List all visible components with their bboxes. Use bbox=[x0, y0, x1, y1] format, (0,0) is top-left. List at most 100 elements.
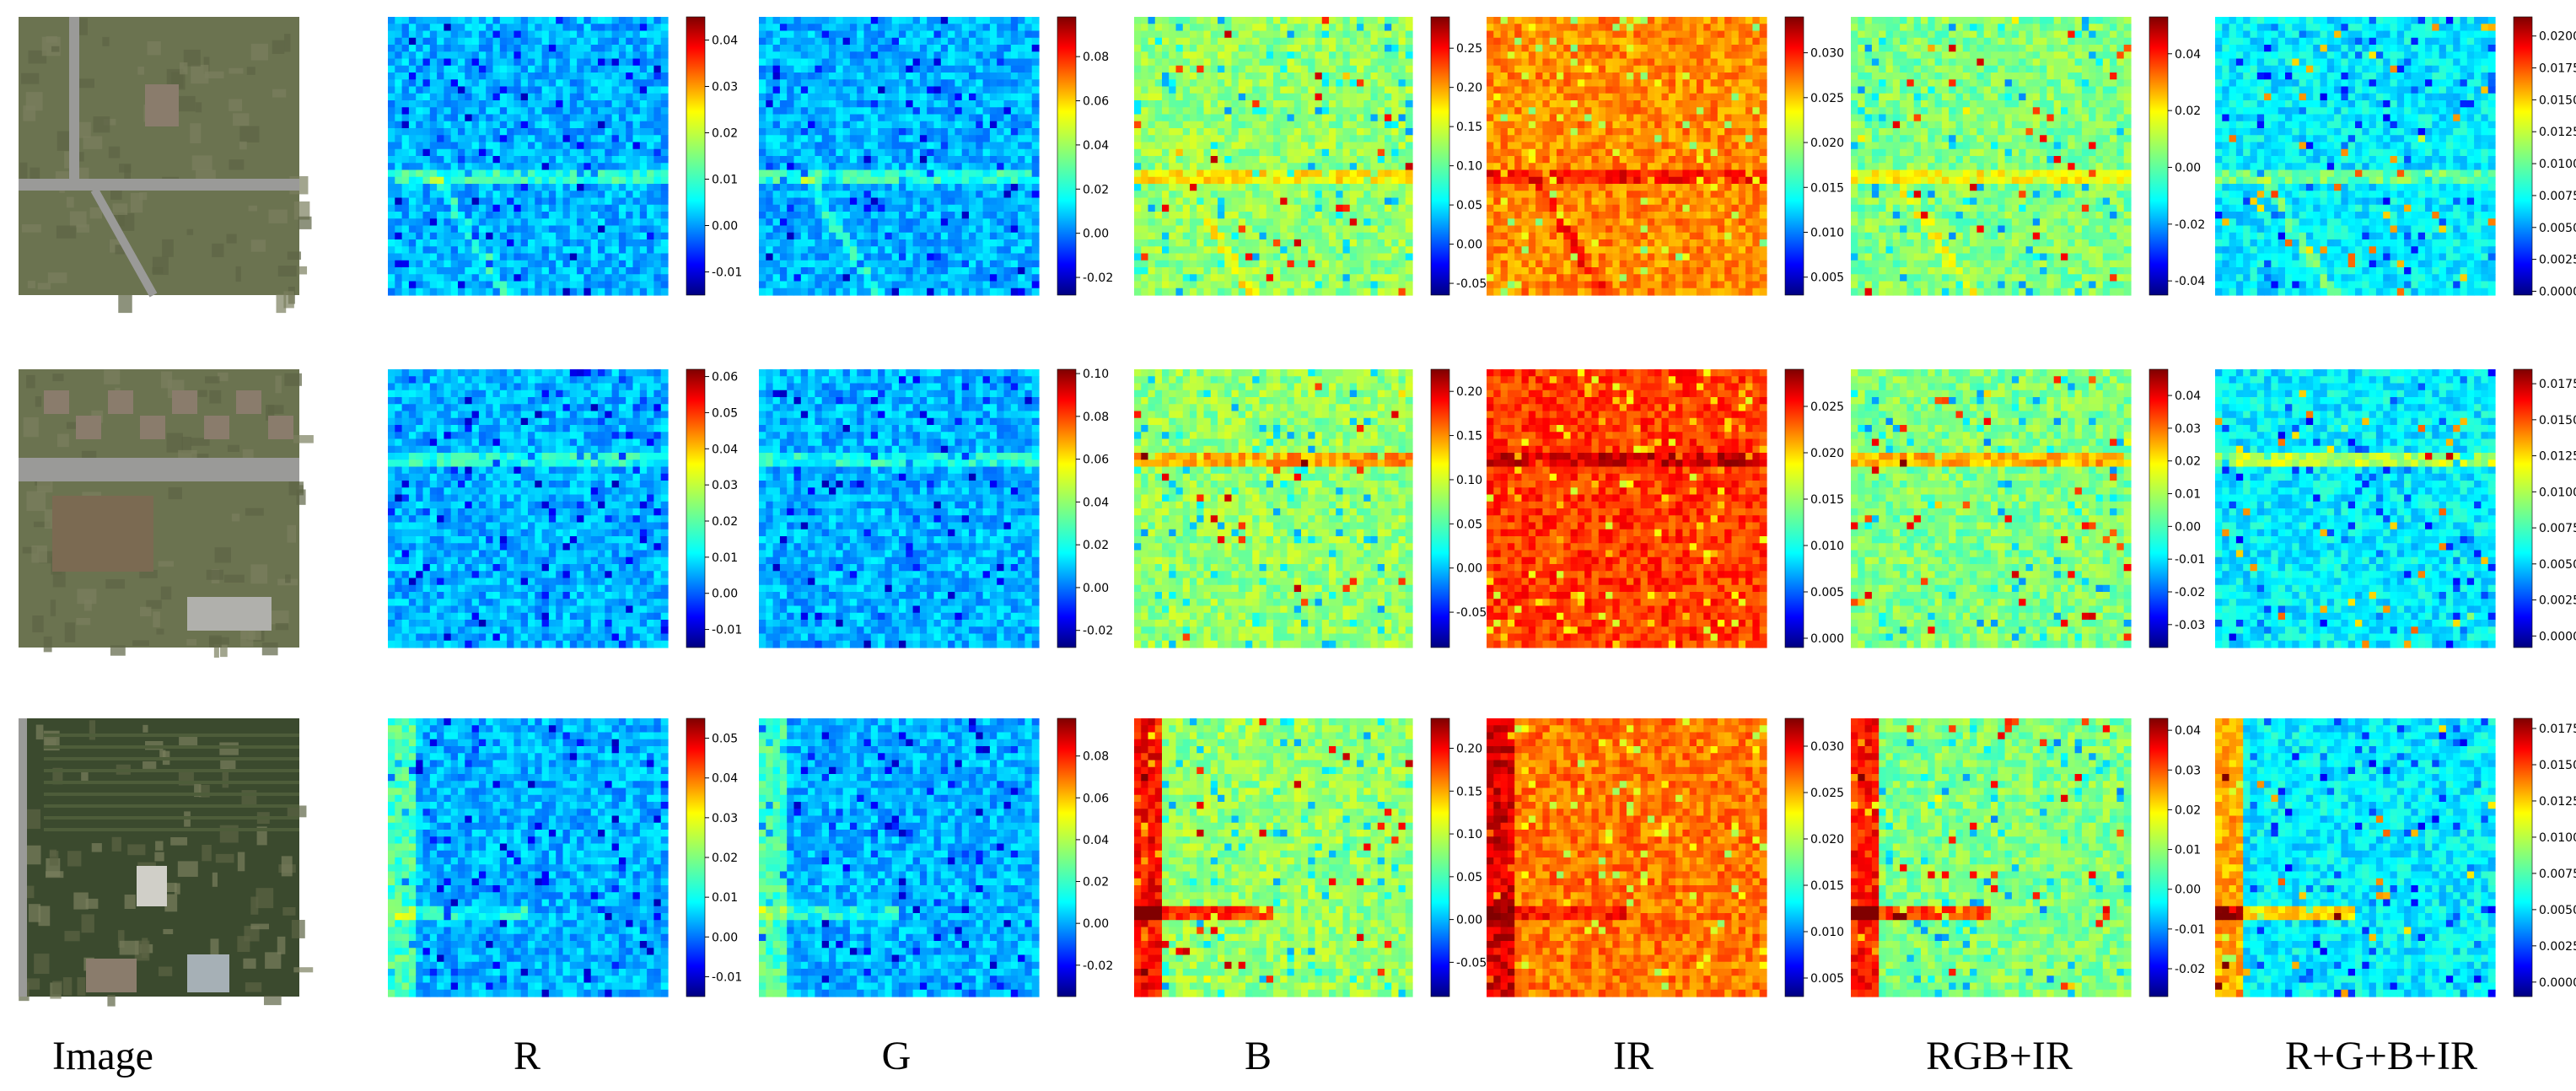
colorbar-ir-row2: 0.000 0.005 0.010 0.015 0.020 0.025 bbox=[1784, 368, 1844, 648]
colorbar-tick: 0.01 bbox=[705, 551, 738, 565]
colorbar-tick-label: 0.00 bbox=[712, 220, 738, 234]
colorbar-tick-label: -0.05 bbox=[1456, 606, 1487, 620]
colorbar-tick: 0.00 bbox=[1076, 582, 1109, 595]
colorbar-tick: 0.03 bbox=[705, 81, 738, 94]
colorbar-tick-label: 0.020 bbox=[1810, 137, 1844, 150]
colorbar-tick: 0.005 bbox=[1804, 271, 1844, 285]
colorbar-tick: 0.0075 bbox=[2532, 868, 2576, 881]
colorbar-tick: 0.0175 bbox=[2532, 378, 2576, 391]
colorbar-tick: 0.00 bbox=[705, 931, 738, 944]
colorbar-tick-label: 0.06 bbox=[1083, 792, 1109, 805]
colorbar-tick: 0.0175 bbox=[2532, 723, 2576, 736]
colorbar-tick: 0.15 bbox=[1449, 121, 1482, 134]
colorbar-tick-label: 0.04 bbox=[1083, 834, 1109, 847]
colorbar-tick: 0.0075 bbox=[2532, 522, 2576, 535]
colorbar-tick-label: 0.02 bbox=[2175, 803, 2201, 817]
colorbar-tick-label: 0.02 bbox=[1083, 876, 1109, 889]
colorbar-gradient bbox=[1057, 368, 1077, 648]
colorbar-tick: 0.05 bbox=[705, 733, 738, 746]
colorbar-gradient bbox=[1784, 717, 1804, 997]
colorbar-tick-label: 0.02 bbox=[2175, 105, 2201, 118]
colorbar-tick-label: 0.01 bbox=[712, 891, 738, 905]
colorbar-tick-label: 0.0125 bbox=[2539, 795, 2576, 809]
colorbar-tick: -0.01 bbox=[705, 266, 742, 280]
heatmap-r-g-b-ir-row1 bbox=[2215, 17, 2496, 296]
colorbar-tick-label: 0.00 bbox=[1456, 914, 1482, 927]
colorbar-tick: -0.03 bbox=[2168, 619, 2205, 632]
colorbar-tick: 0.20 bbox=[1449, 385, 1482, 399]
colorbar-gradient bbox=[2513, 368, 2533, 648]
colorbar-tick: 0.06 bbox=[1076, 95, 1109, 109]
colorbar-tick-label: -0.02 bbox=[1083, 625, 1113, 638]
colorbar-tick: -0.02 bbox=[1076, 271, 1113, 285]
colorbar-gradient bbox=[1057, 16, 1077, 296]
colorbar-tick: 0.00 bbox=[2168, 884, 2201, 897]
colorbar-ir-row1: 0.005 0.010 0.015 0.020 0.025 0.030 bbox=[1784, 16, 1844, 296]
colorbar-tick-label: 0.06 bbox=[712, 371, 738, 384]
colorbar-tick-label: 0.00 bbox=[2175, 884, 2201, 897]
colorbar-tick: 0.10 bbox=[1076, 368, 1109, 381]
colorbar-tick: -0.01 bbox=[2168, 923, 2205, 937]
photo-column bbox=[19, 17, 314, 1007]
colorbar-tick-label: -0.05 bbox=[1456, 277, 1487, 291]
colorbar-tick: 0.02 bbox=[705, 127, 738, 141]
colorbar-gradient bbox=[1430, 368, 1450, 648]
colorbar-tick: 0.04 bbox=[1076, 139, 1109, 153]
colorbar-tick: 0.020 bbox=[1804, 137, 1844, 150]
colorbar-tick-label: 0.00 bbox=[712, 588, 738, 601]
column-label: R+G+B+IR bbox=[2285, 1034, 2477, 1078]
colorbar-gradient bbox=[1784, 16, 1804, 296]
colorbar-tick-label: 0.00 bbox=[1083, 228, 1109, 241]
colorbar-tick-label: 0.0025 bbox=[2539, 594, 2576, 608]
colorbar-g-row1: -0.02 0.00 0.02 0.04 0.06 0.08 bbox=[1057, 16, 1113, 296]
colorbar-tick-label: 0.03 bbox=[712, 812, 738, 825]
heatmap-g-row3 bbox=[759, 718, 1040, 997]
colorbar-tick-label: 0.02 bbox=[1083, 183, 1109, 196]
colorbar-tick: 0.015 bbox=[1804, 181, 1844, 195]
colorbar-tick-label: 0.0025 bbox=[2539, 940, 2576, 954]
colorbar-tick-label: -0.02 bbox=[2175, 218, 2205, 232]
heatmap-r-row3 bbox=[388, 718, 669, 997]
heatmap-b-row1 bbox=[1134, 17, 1413, 296]
colorbar-tick-label: 0.05 bbox=[712, 406, 738, 420]
colorbar-tick-label: 0.0125 bbox=[2539, 450, 2576, 464]
colorbar-tick: 0.04 bbox=[1076, 496, 1109, 509]
colorbar-tick: 0.10 bbox=[1449, 160, 1482, 174]
colorbar-r-row1: -0.01 0.00 0.01 0.02 0.03 0.04 bbox=[686, 16, 742, 296]
colorbar-tick: 0.0025 bbox=[2532, 594, 2576, 608]
colorbar-tick: 0.05 bbox=[1449, 199, 1482, 212]
colorbar-tick-label: 0.02 bbox=[712, 127, 738, 141]
aerial-photo-row1 bbox=[19, 17, 312, 314]
colorbar-tick: 0.20 bbox=[1449, 743, 1482, 756]
colorbar-tick-label: 0.02 bbox=[712, 515, 738, 529]
colorbar-gradient bbox=[1430, 717, 1450, 997]
colorbar-gradient bbox=[686, 16, 706, 296]
colorbar-tick: 0.10 bbox=[1449, 828, 1482, 841]
colorbar-tick-label: 0.04 bbox=[712, 443, 738, 456]
column-label: B bbox=[1245, 1034, 1272, 1078]
colorbar-r-row2: -0.01 0.00 0.01 0.02 0.03 0.04 0.05 0.06 bbox=[686, 368, 742, 648]
colorbar-ir-row3: 0.005 0.010 0.015 0.020 0.025 0.030 bbox=[1784, 717, 1844, 997]
colorbar-tick: 0.015 bbox=[1804, 493, 1844, 507]
colorbar-tick: 0.00 bbox=[2168, 520, 2201, 534]
colorbar-tick-label: -0.04 bbox=[2175, 275, 2205, 288]
colorbar-tick-label: 0.03 bbox=[2175, 764, 2201, 777]
colorbar-tick: 0.05 bbox=[705, 406, 738, 420]
colorbar-tick-label: 0.025 bbox=[1810, 787, 1844, 800]
colorbar-tick: 0.00 bbox=[1449, 239, 1482, 252]
colorbar-tick: 0.00 bbox=[1449, 914, 1482, 927]
colorbar-g-row3: -0.02 0.00 0.02 0.04 0.06 0.08 bbox=[1057, 717, 1113, 997]
heatmap-b-row2 bbox=[1134, 369, 1413, 648]
colorbar-tick: -0.05 bbox=[1449, 277, 1487, 291]
